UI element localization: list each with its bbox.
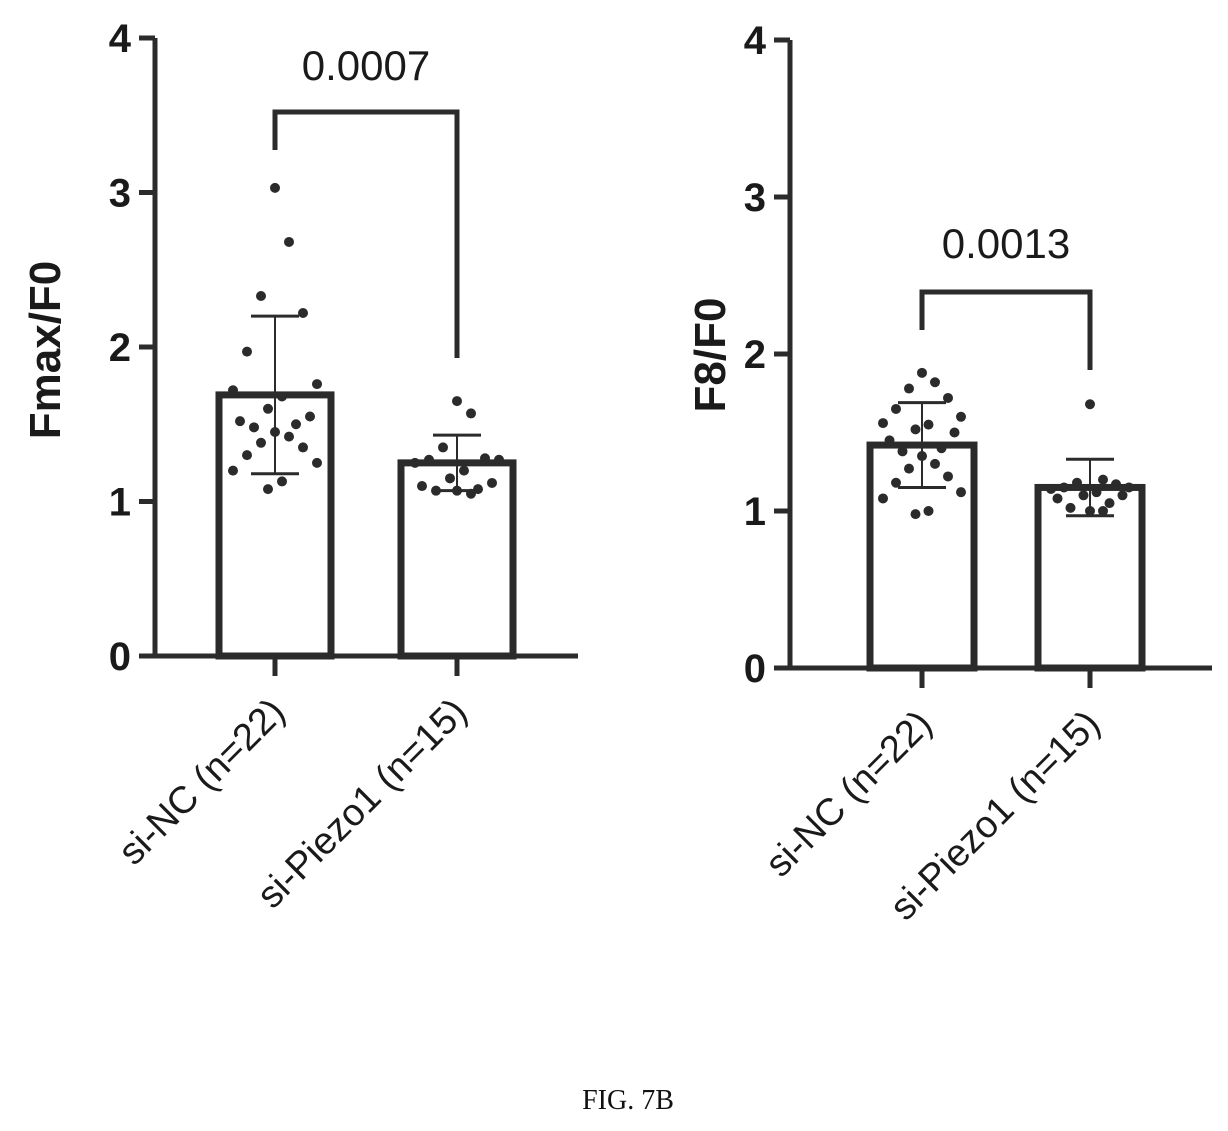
significance-bracket [919,289,1093,370]
data-point [956,411,966,422]
y-tick-label: 2 [109,326,131,370]
data-point [298,308,308,319]
significance-bracket [272,109,460,358]
data-point [1117,490,1128,501]
data-point [284,236,294,247]
data-point [910,424,921,435]
p-value-label: 0.0013 [942,220,1070,267]
data-point [891,477,901,488]
data-point [312,379,322,390]
x-category-label: si-NC (n=22) [111,691,294,874]
data-point [1059,482,1069,493]
data-point [410,457,420,468]
data-point [1078,490,1089,501]
y-tick-label: 4 [109,17,132,61]
data-point [904,463,914,474]
figure-caption: FIG. 7B [582,1085,674,1116]
data-point [417,481,427,492]
y-tick-label: 3 [109,172,131,216]
data-point [1052,493,1063,504]
y-tick-label: 4 [744,19,767,63]
data-point [1046,484,1056,495]
data-point [438,442,448,453]
y-tick-label: 1 [744,490,766,534]
data-point [1091,487,1102,498]
data-point [305,411,315,422]
data-point [943,392,953,403]
data-point [949,427,960,438]
data-point [487,477,497,488]
data-point [923,506,934,516]
y-tick-label: 1 [109,481,131,525]
data-point [936,443,947,454]
data-point [930,458,940,469]
data-point [1098,506,1108,516]
data-point [904,383,914,394]
data-point [480,453,490,464]
data-point [298,442,308,453]
data-point [312,457,322,468]
x-category-label: si-NC (n=22) [758,703,941,886]
y-tick-label: 0 [744,647,766,691]
data-point [1111,479,1121,490]
data-point [1085,399,1095,410]
data-point [1104,498,1115,509]
data-point [242,450,252,461]
data-point [263,484,273,495]
data-point [884,435,895,446]
data-point [1072,477,1082,488]
y-axis-title: Fmax/F0 [21,261,70,440]
data-point [917,367,927,378]
data-point [424,454,434,465]
data-point [956,487,966,498]
data-point [878,418,888,429]
data-point [466,408,476,419]
data-point [277,391,287,402]
data-point [228,465,238,476]
data-point [923,419,934,430]
data-point [256,291,266,302]
data-point [878,493,888,504]
data-point [452,396,462,407]
y-axis-title: F8/F0 [686,298,735,413]
y-tick-label: 0 [109,635,131,679]
y-tick-label: 3 [744,176,766,220]
data-point [494,454,504,465]
y-tick-label: 2 [744,333,766,377]
p-value-label: 0.0007 [302,42,430,89]
data-point [242,346,252,357]
data-point [249,422,259,433]
data-point [235,416,245,427]
data-point [930,377,940,388]
data-point [1124,482,1134,493]
data-point [228,385,238,396]
data-point [256,437,266,448]
data-point [1065,502,1076,513]
data-point [1098,474,1108,485]
data-point [263,403,273,414]
data-point [277,476,287,487]
data-point [291,419,301,430]
data-point [284,431,294,442]
data-point [897,446,908,457]
data-point [943,471,953,482]
data-point [910,509,921,520]
data-point [270,182,280,193]
data-point [459,465,469,476]
data-point [445,473,455,484]
data-point [891,403,901,414]
